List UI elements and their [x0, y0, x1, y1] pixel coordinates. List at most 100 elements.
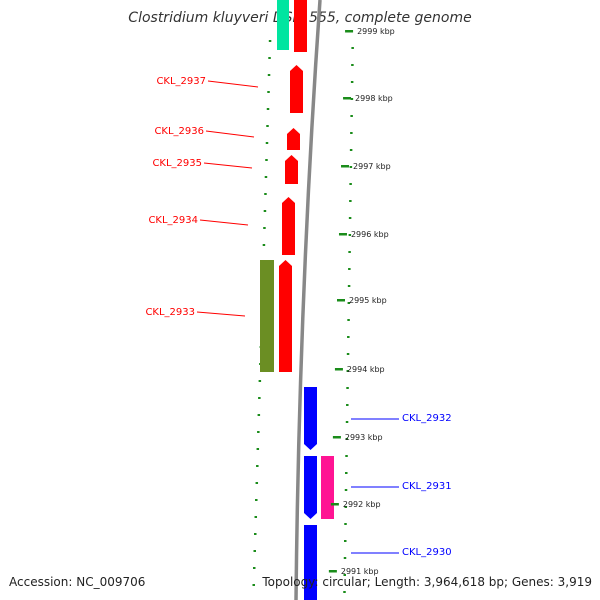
gene-label[interactable]: CKL_2932: [402, 413, 452, 424]
reverse-feature: [321, 456, 334, 519]
gc-dot: [262, 244, 266, 246]
gene-label[interactable]: CKL_2930: [402, 547, 452, 558]
leader-line: [199, 219, 249, 226]
gc-dot: [347, 302, 351, 304]
kbp-tick-mark: [338, 233, 347, 236]
kbp-tick-label: 2991 kbp: [341, 567, 379, 576]
kbp-tick-label: 2993 kbp: [345, 433, 383, 442]
gc-dot: [344, 506, 348, 508]
gc-dot: [351, 64, 354, 66]
gc-dot: [255, 482, 259, 484]
gc-dot: [350, 115, 353, 117]
gc-dot: [346, 353, 350, 355]
gc-dot: [266, 108, 270, 110]
accession-text: Accession: NC_009706: [9, 575, 146, 589]
gc-dot: [347, 336, 350, 338]
gc-dot: [344, 489, 348, 491]
leader-line: [205, 130, 255, 138]
summary-text: Topology: circular; Length: 3,964,618 bp…: [262, 575, 592, 589]
gc-dot: [347, 285, 351, 287]
gc-dot: [350, 81, 354, 83]
reverse-cds: [304, 387, 317, 450]
gc-dot: [268, 40, 272, 42]
gene-label[interactable]: CKL_2936: [154, 126, 204, 137]
leader-line: [203, 162, 253, 169]
gc-dot: [266, 125, 269, 127]
gene-label[interactable]: CKL_2933: [145, 307, 195, 318]
gc-dot: [265, 142, 269, 144]
gc-dot: [253, 550, 256, 552]
gc-dot: [348, 217, 352, 219]
gc-dot: [346, 387, 349, 389]
gc-dot: [252, 567, 256, 569]
reverse-cds: [304, 456, 317, 519]
gc-dot: [343, 557, 347, 559]
gc-dot: [258, 380, 262, 382]
kbp-tick-mark: [337, 299, 345, 302]
gc-dot: [263, 210, 267, 212]
gc-dot: [345, 438, 349, 440]
gc-dot: [256, 448, 260, 450]
gc-dot: [346, 404, 349, 406]
kbp-tick-label: 2994 kbp: [347, 365, 385, 374]
kbp-tick-label: 2996 kbp: [351, 230, 389, 239]
leader-line: [196, 311, 246, 317]
gc-dot: [345, 472, 348, 474]
forward-feature: [260, 260, 274, 372]
gc-dot: [254, 533, 257, 535]
gc-dot: [257, 431, 260, 433]
gc-dot: [348, 234, 352, 236]
gc-dot: [264, 193, 267, 195]
kbp-tick-mark: [332, 436, 341, 439]
kbp-tick-mark: [334, 368, 343, 371]
gc-dot: [258, 397, 261, 399]
gene-labels-layer: CKL_2937 CKL_2936 CKL_2935 CKL_2934 CKL_2933…: [145, 76, 451, 558]
gc-dot: [344, 540, 347, 542]
kbp-tick-mark: [328, 570, 337, 573]
kbp-tick-mark: [345, 30, 354, 33]
kbp-tick-mark: [343, 97, 352, 100]
gc-dot: [255, 499, 258, 501]
kbp-tick-label: 2995 kbp: [349, 296, 387, 305]
gc-dot: [349, 149, 353, 151]
forward-cds: [287, 128, 300, 150]
gc-dot: [348, 251, 351, 253]
gc-dot: [349, 200, 352, 202]
gene-label[interactable]: CKL_2931: [402, 481, 452, 492]
kbp-ticks-layer: 2991 kbp 2992 kbp 2993 kbp 2994 kbp 2995 kbp…: [328, 27, 395, 576]
gc-dot: [349, 166, 353, 168]
gc-dot: [265, 159, 268, 161]
gc-dot: [350, 132, 353, 134]
gc-dot: [343, 574, 346, 576]
teal-feature: [277, 0, 289, 50]
gc-dot: [346, 370, 350, 372]
kbp-tick-label: 2998 kbp: [355, 94, 393, 103]
forward-cds: [282, 197, 295, 255]
kbp-tick-label: 2999 kbp: [357, 27, 395, 36]
kbp-tick-mark: [330, 503, 339, 506]
kbp-tick-label: 2992 kbp: [343, 500, 381, 509]
gc-dot: [268, 57, 271, 59]
gc-dot: [347, 319, 350, 321]
features-layer: [260, 0, 334, 600]
gc-dot: [257, 414, 261, 416]
gene-label[interactable]: CKL_2937: [156, 76, 206, 87]
forward-cds: [290, 65, 303, 113]
gc-dot: [254, 516, 258, 518]
gc-dot: [264, 176, 268, 178]
kbp-tick-label: 2997 kbp: [353, 162, 391, 171]
reverse-cds: [304, 525, 317, 600]
forward-cds: [279, 260, 292, 372]
gc-dot: [256, 465, 259, 467]
gc-dot: [267, 74, 271, 76]
forward-cds: [285, 155, 298, 184]
backbone-arc: [294, 0, 322, 600]
leader-line: [207, 80, 259, 88]
gene-label[interactable]: CKL_2934: [148, 215, 198, 226]
gc-dot: [252, 584, 255, 586]
gene-label[interactable]: CKL_2935: [152, 158, 202, 169]
gc-dot: [348, 268, 351, 270]
gc-dot: [343, 591, 346, 593]
gc-dot: [350, 98, 354, 100]
